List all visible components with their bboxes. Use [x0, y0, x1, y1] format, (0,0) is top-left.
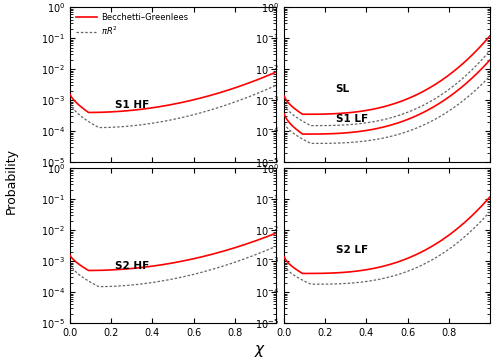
Text: Probability: Probability: [5, 148, 18, 215]
Text: S1 LF: S1 LF: [336, 114, 368, 124]
Text: SL: SL: [336, 84, 349, 94]
Text: S2 HF: S2 HF: [116, 261, 150, 271]
Text: $\chi$: $\chi$: [254, 343, 266, 359]
Text: S2 LF: S2 LF: [336, 245, 368, 255]
Legend: Becchetti–Greenlees, $\pi R^2$: Becchetti–Greenlees, $\pi R^2$: [74, 11, 190, 38]
Text: S1 HF: S1 HF: [116, 100, 150, 110]
